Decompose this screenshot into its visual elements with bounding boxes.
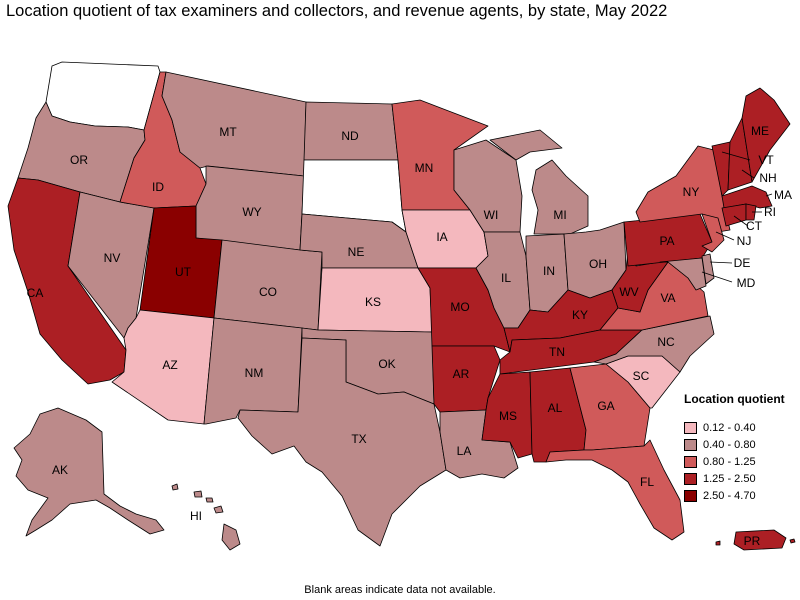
label-tx: TX — [351, 432, 366, 446]
legend-label: 0.40 - 0.80 — [703, 439, 756, 451]
state-labels: OR CA NV ID MT WY UT AZ CO NM ND NE KS O… — [27, 124, 792, 548]
legend-swatch — [684, 473, 697, 485]
legend-item: 2.50 - 4.70 — [684, 488, 796, 504]
label-ky: KY — [572, 308, 588, 322]
legend-swatch — [684, 456, 697, 468]
label-ct: CT — [746, 219, 763, 233]
label-il: IL — [501, 271, 511, 285]
label-me: ME — [751, 124, 769, 138]
label-ga: GA — [597, 399, 614, 413]
legend-item: 0.80 - 1.25 — [684, 454, 796, 470]
state-fl[interactable] — [545, 439, 685, 541]
label-or: OR — [70, 153, 88, 167]
legend-title: Location quotient — [684, 392, 785, 406]
label-hi: HI — [190, 509, 202, 523]
label-ms: MS — [499, 409, 517, 423]
legend-swatch — [684, 490, 697, 502]
label-vt: VT — [758, 153, 774, 167]
state-ri[interactable] — [745, 203, 757, 221]
label-ri: RI — [764, 205, 776, 219]
state-me[interactable] — [741, 87, 791, 183]
state-co[interactable] — [213, 239, 323, 331]
legend-swatch — [684, 422, 697, 434]
legend-item: 1.25 - 2.50 — [684, 471, 796, 487]
state-nj[interactable] — [701, 213, 725, 253]
label-nv: NV — [104, 251, 121, 265]
label-wi: WI — [484, 208, 499, 222]
legend-label: 1.25 - 2.50 — [703, 473, 756, 485]
label-nd: ND — [341, 129, 359, 143]
state-de[interactable] — [701, 253, 715, 285]
label-de: DE — [734, 256, 751, 270]
label-leader-lines — [701, 151, 773, 283]
legend-item: 0.12 - 0.40 — [684, 420, 796, 436]
label-ut: UT — [175, 265, 192, 279]
label-md: MD — [737, 276, 756, 290]
footnote: Blank areas indicate data not available. — [304, 584, 496, 596]
label-mi: MI — [553, 208, 566, 222]
legend-swatch — [684, 439, 697, 451]
label-ny: NY — [683, 185, 700, 199]
label-al: AL — [548, 401, 563, 415]
label-sc: SC — [633, 369, 650, 383]
label-nm: NM — [245, 366, 264, 380]
label-la: LA — [457, 444, 472, 458]
label-va: VA — [660, 291, 675, 305]
state-hi[interactable] — [171, 483, 241, 551]
label-mn: MN — [415, 161, 434, 175]
label-id: ID — [152, 180, 164, 194]
label-az: AZ — [162, 358, 177, 372]
map-title: Location quotient of tax examiners and c… — [6, 2, 668, 20]
label-mo: MO — [450, 300, 469, 314]
state-mi[interactable] — [489, 129, 589, 235]
state-nc[interactable] — [593, 315, 715, 373]
label-ca: CA — [27, 286, 44, 300]
label-pr: PR — [744, 534, 761, 548]
state-nm[interactable] — [203, 317, 303, 425]
state-ct[interactable] — [721, 203, 747, 227]
label-wv: WV — [619, 285, 638, 299]
legend-item: 0.40 - 0.80 — [684, 437, 796, 453]
label-fl: FL — [640, 475, 654, 489]
legend-label: 2.50 - 4.70 — [703, 490, 756, 502]
label-nc: NC — [657, 335, 675, 349]
label-co: CO — [259, 285, 277, 299]
state-tx[interactable] — [237, 337, 447, 547]
label-oh: OH — [589, 257, 607, 271]
state-pr[interactable] — [715, 529, 796, 551]
label-wy: WY — [242, 205, 261, 219]
label-pa: PA — [659, 234, 674, 248]
label-mt: MT — [219, 125, 237, 139]
label-ak: AK — [52, 463, 68, 477]
label-in: IN — [543, 264, 555, 278]
legend: Location quotient 0.12 - 0.40 0.40 - 0.8… — [684, 392, 796, 505]
label-ok: OK — [378, 357, 395, 371]
label-nj: NJ — [737, 234, 752, 248]
label-nh: NH — [759, 171, 776, 185]
label-ma: MA — [774, 188, 792, 202]
label-ne: NE — [348, 245, 365, 259]
legend-label: 0.80 - 1.25 — [703, 456, 756, 468]
state-ak[interactable] — [13, 407, 165, 537]
label-ks: KS — [365, 295, 381, 309]
legend-label: 0.12 - 0.40 — [703, 422, 756, 434]
label-ar: AR — [453, 367, 470, 381]
label-tn: TN — [549, 345, 565, 359]
label-ia: IA — [436, 230, 447, 244]
